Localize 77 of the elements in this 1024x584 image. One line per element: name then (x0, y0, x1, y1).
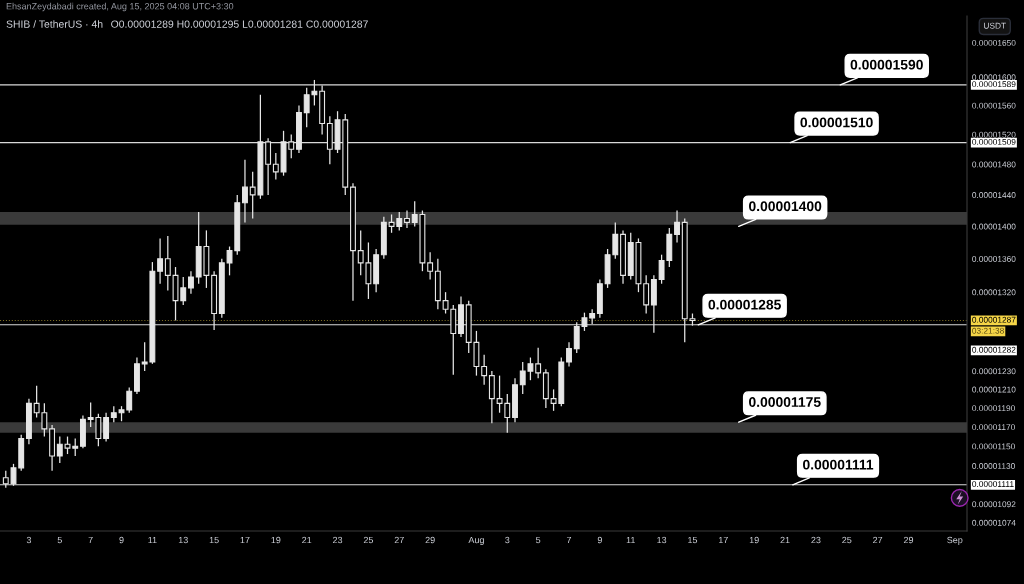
x-tick-label: 29 (425, 536, 435, 544)
annotation: 0.00001175 (749, 397, 821, 407)
candlestick (265, 137, 272, 196)
y-tick-label: 0.00001150 (972, 443, 1015, 450)
x-tick-label: 27 (394, 536, 404, 544)
y-tick-label: 0.00001230 (972, 368, 1016, 375)
x-tick-label: 19 (749, 536, 759, 544)
annotation: 0.00001400 (749, 201, 822, 212)
y-tick-label: 0.00001320 (972, 289, 1016, 296)
candlestick (488, 370, 495, 424)
y-tick-label: 0.00001092 (972, 501, 1016, 508)
annotation: 0.00001590 (850, 59, 923, 70)
chart-title: SHIB / TetherUS · 4h (6, 20, 103, 28)
candlestick (242, 159, 248, 224)
x-tick-label: 23 (811, 536, 821, 544)
y-tick-label: 0.00001600 (972, 74, 1016, 81)
y-tick-label: 0.00001440 (972, 192, 1016, 199)
x-tick-label: 25 (363, 536, 374, 544)
candlestick (272, 152, 279, 181)
y-tick-label: 0.00001650 (972, 39, 1016, 46)
ref-line-label: 0.00001111 (972, 481, 1014, 488)
candlestick (404, 209, 410, 229)
x-tick-label: 25 (842, 536, 852, 544)
x-tick-label: 3 (26, 536, 32, 544)
candlestick (566, 341, 572, 368)
ref-line-label: 0.00001282 (972, 346, 1016, 353)
candlestick (535, 347, 542, 379)
x-tick-label: 11 (626, 536, 635, 544)
x-tick-label: 27 (873, 536, 883, 544)
candlestick (157, 237, 164, 285)
ref-line-label: 0.00001589 (972, 81, 1016, 88)
candlestick (188, 270, 194, 295)
y-tick-label: 0.00001400 (972, 223, 1016, 230)
candlestick (674, 209, 680, 244)
x-tick-label: 13 (178, 536, 188, 544)
x-tick-label: 7 (566, 536, 572, 544)
annotation: 0.00001510 (800, 117, 873, 128)
x-tick-label: Aug (468, 536, 484, 545)
ref-line-label: 0.00001509 (972, 138, 1016, 145)
x-tick-label: 17 (240, 536, 250, 544)
y-tick-label: 0.00001074 (972, 519, 1016, 526)
x-tick-label: 15 (688, 536, 698, 544)
x-tick-label: 29 (903, 536, 914, 544)
candlestick (481, 354, 488, 386)
annotation: 0.00001111 (803, 459, 874, 470)
y-tick-label: 0.00001190 (972, 405, 1015, 412)
x-tick-label: 9 (597, 536, 602, 544)
text: EhsanZeydabadi created, Aug 15, 2025 04:08 UTC+3:30 (6, 2, 234, 12)
x-tick-label: 21 (302, 536, 312, 544)
y-tick-label: 0.00001170 (972, 424, 1015, 431)
x-tick-label: 5 (536, 536, 541, 544)
x-tick-label: 21 (780, 536, 790, 544)
x-tick-label: 3 (505, 536, 510, 544)
x-tick-label: Sep (947, 536, 963, 545)
candlestick (103, 412, 110, 443)
x-tick-label: 19 (271, 536, 281, 544)
x-tick-label: 5 (57, 536, 62, 544)
x-tick-label: 15 (209, 536, 219, 544)
x-tick-label: 17 (718, 536, 728, 544)
y-tick-label: 0.00001210 (972, 386, 1016, 393)
candlestick (427, 251, 434, 281)
ref-line-label: 0.00001287 (972, 316, 1016, 323)
chart-subtitle: O0.00001289 H0.00001295 L0.00001281 C0.00001287 (111, 20, 368, 28)
y-tick-label: 0.00001480 (972, 161, 1016, 168)
y-tick-label: 0.00001520 (972, 131, 1016, 138)
x-tick-label: 11 (148, 536, 157, 544)
x-tick-label: 9 (119, 536, 124, 544)
y-axis-title: USDT (984, 22, 1006, 29)
candlestick (643, 274, 650, 315)
x-tick-label: 13 (657, 536, 667, 544)
text: 03:21:38 (972, 327, 1004, 334)
y-tick-label: 0.00001360 (972, 255, 1016, 262)
x-tick-label: 7 (88, 536, 93, 544)
y-tick-label: 0.00001130 (972, 463, 1015, 469)
annotation: 0.00001285 (708, 299, 781, 310)
y-tick-label: 0.00001560 (972, 102, 1016, 109)
x-tick-label: 23 (332, 536, 343, 544)
